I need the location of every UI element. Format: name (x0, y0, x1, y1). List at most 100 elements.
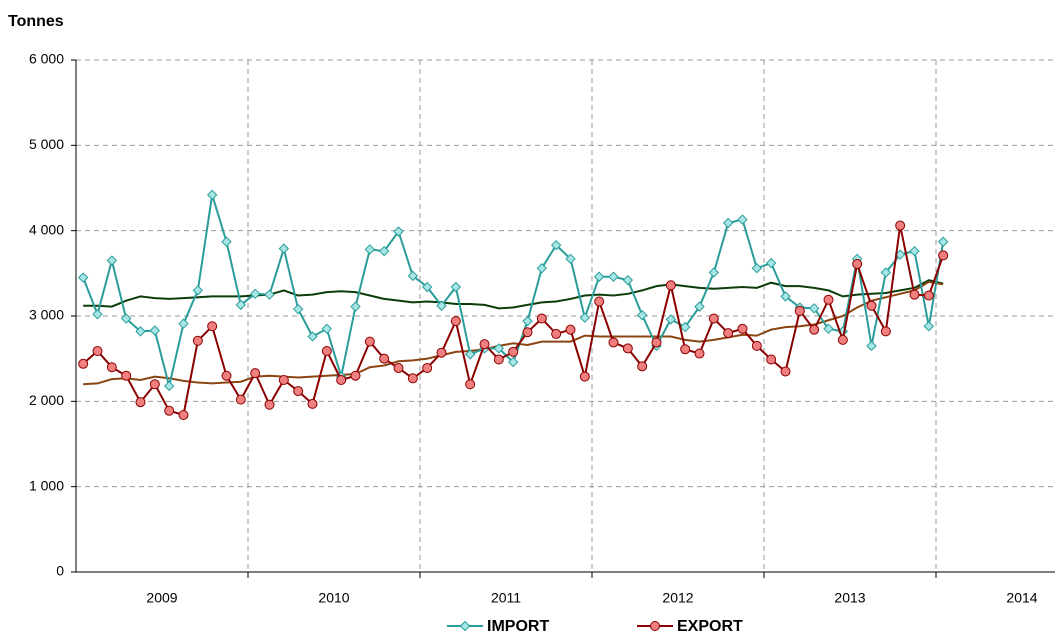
marker (77, 272, 89, 283)
marker (221, 236, 232, 247)
marker (421, 281, 433, 293)
y-tick-label: 6 000 (29, 51, 64, 67)
marker (823, 323, 834, 335)
x-tick-label: 2010 (318, 590, 349, 606)
marker (178, 318, 189, 329)
marker (594, 296, 605, 307)
marker (92, 345, 103, 356)
marker (192, 285, 204, 296)
marker (579, 312, 591, 323)
marker (364, 244, 376, 255)
marker (149, 379, 160, 390)
marker (121, 370, 132, 381)
marker (852, 258, 863, 269)
y-tick-label: 4 000 (29, 221, 64, 237)
marker (393, 226, 404, 237)
marker (250, 368, 261, 379)
marker (450, 281, 462, 293)
marker (78, 358, 89, 369)
marker (536, 313, 547, 324)
marker (880, 267, 892, 278)
legend-label: IMPORT (487, 618, 549, 635)
marker (378, 245, 390, 257)
marker (379, 353, 390, 364)
marker (163, 380, 175, 392)
marker (866, 300, 877, 311)
marker (106, 255, 118, 266)
marker (938, 250, 949, 261)
marker (436, 347, 447, 358)
marker (751, 340, 762, 351)
marker (436, 300, 447, 311)
x-tick-label: 2012 (662, 590, 693, 606)
marker (235, 394, 246, 405)
marker (837, 334, 848, 345)
legend-label: EXPORT (677, 618, 743, 635)
marker (264, 399, 275, 410)
marker (679, 321, 691, 333)
marker (178, 409, 189, 420)
marker (694, 348, 705, 359)
marker (737, 323, 748, 334)
legend-item: EXPORT (637, 618, 743, 635)
marker (321, 345, 332, 356)
marker (106, 362, 117, 373)
marker (508, 346, 519, 357)
marker (459, 620, 471, 632)
marker (292, 303, 304, 315)
marker (923, 290, 934, 301)
marker (264, 289, 275, 300)
marker (909, 245, 920, 257)
marker (765, 257, 777, 269)
marker (751, 263, 763, 274)
marker (307, 398, 318, 409)
marker (206, 189, 218, 201)
marker (479, 339, 490, 350)
marker (120, 313, 132, 324)
x-tick-label: 2011 (491, 590, 521, 606)
marker (465, 379, 476, 390)
marker (622, 343, 633, 354)
marker (880, 326, 891, 337)
marker (551, 328, 562, 339)
marker (737, 214, 748, 225)
marker (307, 331, 318, 342)
marker (422, 363, 433, 374)
marker (823, 294, 834, 305)
marker (249, 288, 261, 300)
trend-line (83, 280, 944, 386)
marker (522, 327, 533, 338)
marker (579, 371, 590, 382)
marker (651, 337, 662, 348)
marker (808, 303, 820, 314)
trend-line (83, 279, 944, 310)
marker (809, 324, 820, 335)
x-tick-label: 2014 (1006, 590, 1037, 606)
marker (450, 316, 461, 327)
marker (866, 340, 877, 352)
marker (92, 309, 103, 320)
y-axis-title: Tonnes (8, 13, 64, 30)
marker (694, 301, 705, 312)
marker (608, 337, 619, 348)
marker (565, 253, 576, 265)
marker (321, 323, 333, 335)
marker (493, 343, 505, 354)
marker (235, 299, 247, 311)
marker (407, 373, 418, 384)
marker (350, 370, 361, 381)
x-tick-label: 2009 (146, 590, 177, 606)
marker (708, 313, 719, 324)
y-tick-label: 5 000 (29, 136, 64, 152)
marker (164, 405, 175, 416)
marker (723, 328, 734, 339)
marker (637, 361, 648, 372)
marker (550, 239, 562, 251)
marker (895, 220, 906, 231)
marker (608, 271, 619, 282)
marker (293, 386, 304, 397)
marker (722, 217, 734, 229)
marker (794, 305, 805, 316)
marker (135, 397, 146, 408)
marker (507, 356, 519, 368)
